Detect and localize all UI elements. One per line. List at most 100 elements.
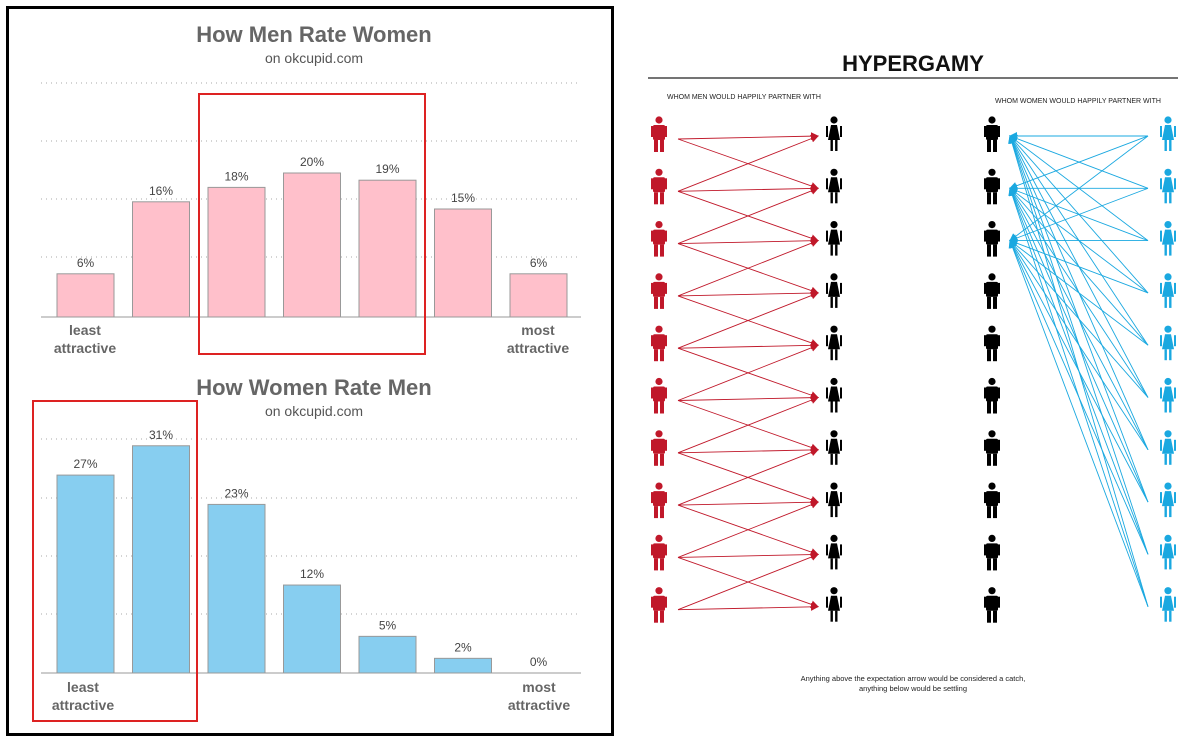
man-red-icon [651,482,667,519]
men-arrow [677,341,819,350]
chart2-value-label: 27% [73,457,97,471]
chart1-bar [132,201,190,318]
men-arrow [677,291,819,349]
women-arrow [1008,135,1149,503]
woman-black-icon [826,116,842,151]
chart2-title: How Women Rate Men [196,375,432,400]
women-arrow [1009,135,1149,346]
men-arrow [677,498,819,507]
men-arrow [677,132,819,141]
chart2-highlight-box [32,400,198,722]
men-arrow [677,553,819,611]
chart1-bar [207,186,266,318]
man-black-icon [984,587,1000,623]
hypergamy-diagram: HYPERGAMY WHOM MEN WOULD HAPPILY PARTNER… [648,51,1178,693]
chart1-value-label: 20% [300,155,324,169]
women-arrow [1009,135,1149,294]
chart1-highlight-box [198,93,426,355]
men-preference-arrows [677,132,819,611]
men-arrow [677,236,819,245]
chart2-value-labels: 27% 31% 23% 12% 5% 2% 0% [73,428,547,669]
men-arrow [677,396,819,454]
woman-black-icon [826,377,842,413]
woman-black-icon [826,221,842,256]
man-red-icon [651,116,667,152]
man-red-icon [651,273,667,309]
woman-blue-icon [1160,482,1176,518]
woman-black-icon [826,325,842,361]
chart1-x-end-label-2: attractive [507,340,569,356]
chart2-bar [56,474,115,674]
man-red-icon [651,587,667,623]
hypergamy-title: HYPERGAMY [842,51,984,76]
woman-black-icon [826,482,842,518]
man-black-icon [984,273,1000,309]
chart2-bars [56,445,492,674]
chart1-bar [434,208,492,318]
woman-blue-icon [1160,168,1176,204]
chart2-value-label: 2% [454,640,472,654]
men-arrow [677,289,819,298]
chart2-subtitle: on okcupid.com [265,403,363,419]
man-black-icon [984,482,1000,519]
man-red-icon [651,377,667,414]
men-arrow [677,393,819,402]
woman-black-icon [826,430,842,465]
chart2-bar [358,635,417,674]
woman-blue-icon [1160,587,1176,622]
men-arrow [677,445,819,454]
chart1-x-start-label-2: attractive [54,340,116,356]
woman-blue-icon [1160,325,1176,361]
woman-black-icon [826,534,842,570]
chart1-bar [509,273,568,318]
chart1-bar [283,172,341,318]
women-arrow [1008,239,1149,607]
woman-blue-icon [1160,221,1176,256]
woman-black-icon [826,273,842,308]
men-arrow [677,239,819,297]
men-arrow [677,550,819,559]
chart1-value-label: 18% [224,169,248,183]
women-caption: WHOM WOMEN WOULD HAPPILY PARTNER WITH [995,98,1161,105]
chart2-value-label: 23% [224,486,248,500]
chart2-bar [207,503,266,674]
chart1-value-label: 6% [77,256,95,270]
men-arrow [677,448,819,506]
women-preference-arrows [1008,132,1149,607]
man-black-icon [984,168,1000,205]
chart1-subtitle: on okcupid.com [265,50,363,66]
women-arrow [1008,187,1149,607]
expectation-note-line-2: anything below would be settling [859,684,967,693]
men-caption: WHOM MEN WOULD HAPPILY PARTNER WITH [667,94,821,101]
man-black-icon [984,534,1000,571]
chart1-bar [56,273,115,318]
women-arrow [1008,135,1149,607]
man-red-icon [651,534,667,571]
chart2-bar [283,584,341,674]
expectation-note-line-1: Anything above the expectation arrow wou… [801,674,1026,683]
women-arrow [1009,135,1149,398]
men-arrow [677,184,819,193]
man-red-icon [651,325,667,362]
woman-black-icon [826,168,842,204]
chart1-value-label: 6% [530,256,548,270]
men-arrow [677,134,819,192]
hypergamy-diagram-panel: HYPERGAMY WHOM MEN WOULD HAPPILY PARTNER… [630,0,1196,740]
chart1-value-labels: 6% 16% 18% 20% 19% 15% 6% [77,155,548,270]
okcupid-charts: How Men Rate Women on okcupid.com 6% 16% 1… [32,22,581,722]
chart1-value-label: 19% [375,162,399,176]
woman-black-icon [826,587,842,622]
chart2-value-label: 5% [379,618,397,632]
woman-blue-icon [1160,430,1176,465]
woman-blue-icon [1160,116,1176,151]
people-figures [651,116,1176,623]
chart2-x-start-label-2: attractive [52,697,114,713]
woman-blue-icon [1160,273,1176,308]
chart1-title: How Men Rate Women [196,22,432,47]
chart2-x-start-label-1: least [67,679,99,695]
men-arrow [677,500,819,558]
man-red-icon [651,168,667,205]
chart2-value-label: 0% [530,655,548,669]
chart2-x-end-label-1: most [522,679,556,695]
chart1-value-label: 16% [149,184,173,198]
